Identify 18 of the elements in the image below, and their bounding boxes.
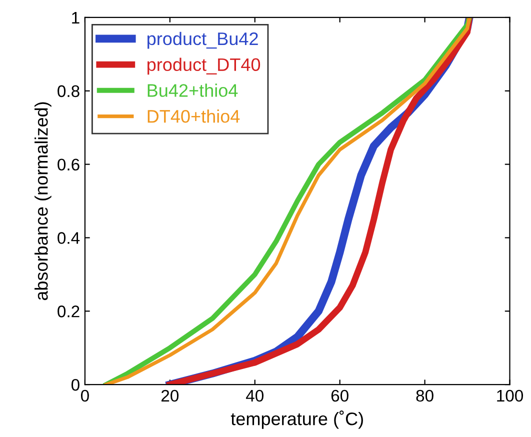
legend-label: Bu42+thio4 <box>148 84 238 97</box>
x-axis-title: temperature (˚C) <box>230 410 363 429</box>
legend-label: product_DT40 <box>148 58 260 75</box>
y-tick-label: 0.4 <box>58 232 80 244</box>
x-tick-label: 80 <box>416 390 434 402</box>
y-tick-label: 0.6 <box>58 158 80 171</box>
x-tick-label: 40 <box>246 390 264 402</box>
x-tick-label: 100 <box>497 390 524 402</box>
y-tick-label: 0 <box>71 378 80 391</box>
x-tick-label: 60 <box>331 390 348 402</box>
legend-label: product_Bu42 <box>148 32 258 49</box>
x-tick-label: 0 <box>80 390 89 402</box>
x-tick-label: 20 <box>161 390 179 402</box>
y-tick-label: 0.2 <box>58 306 80 318</box>
legend-label: DT40+thio4 <box>148 110 240 123</box>
y-tick-label: 0.8 <box>58 85 80 98</box>
y-axis-title: absorbance (normalized) <box>34 102 52 300</box>
y-tick-label: 1 <box>72 12 80 24</box>
